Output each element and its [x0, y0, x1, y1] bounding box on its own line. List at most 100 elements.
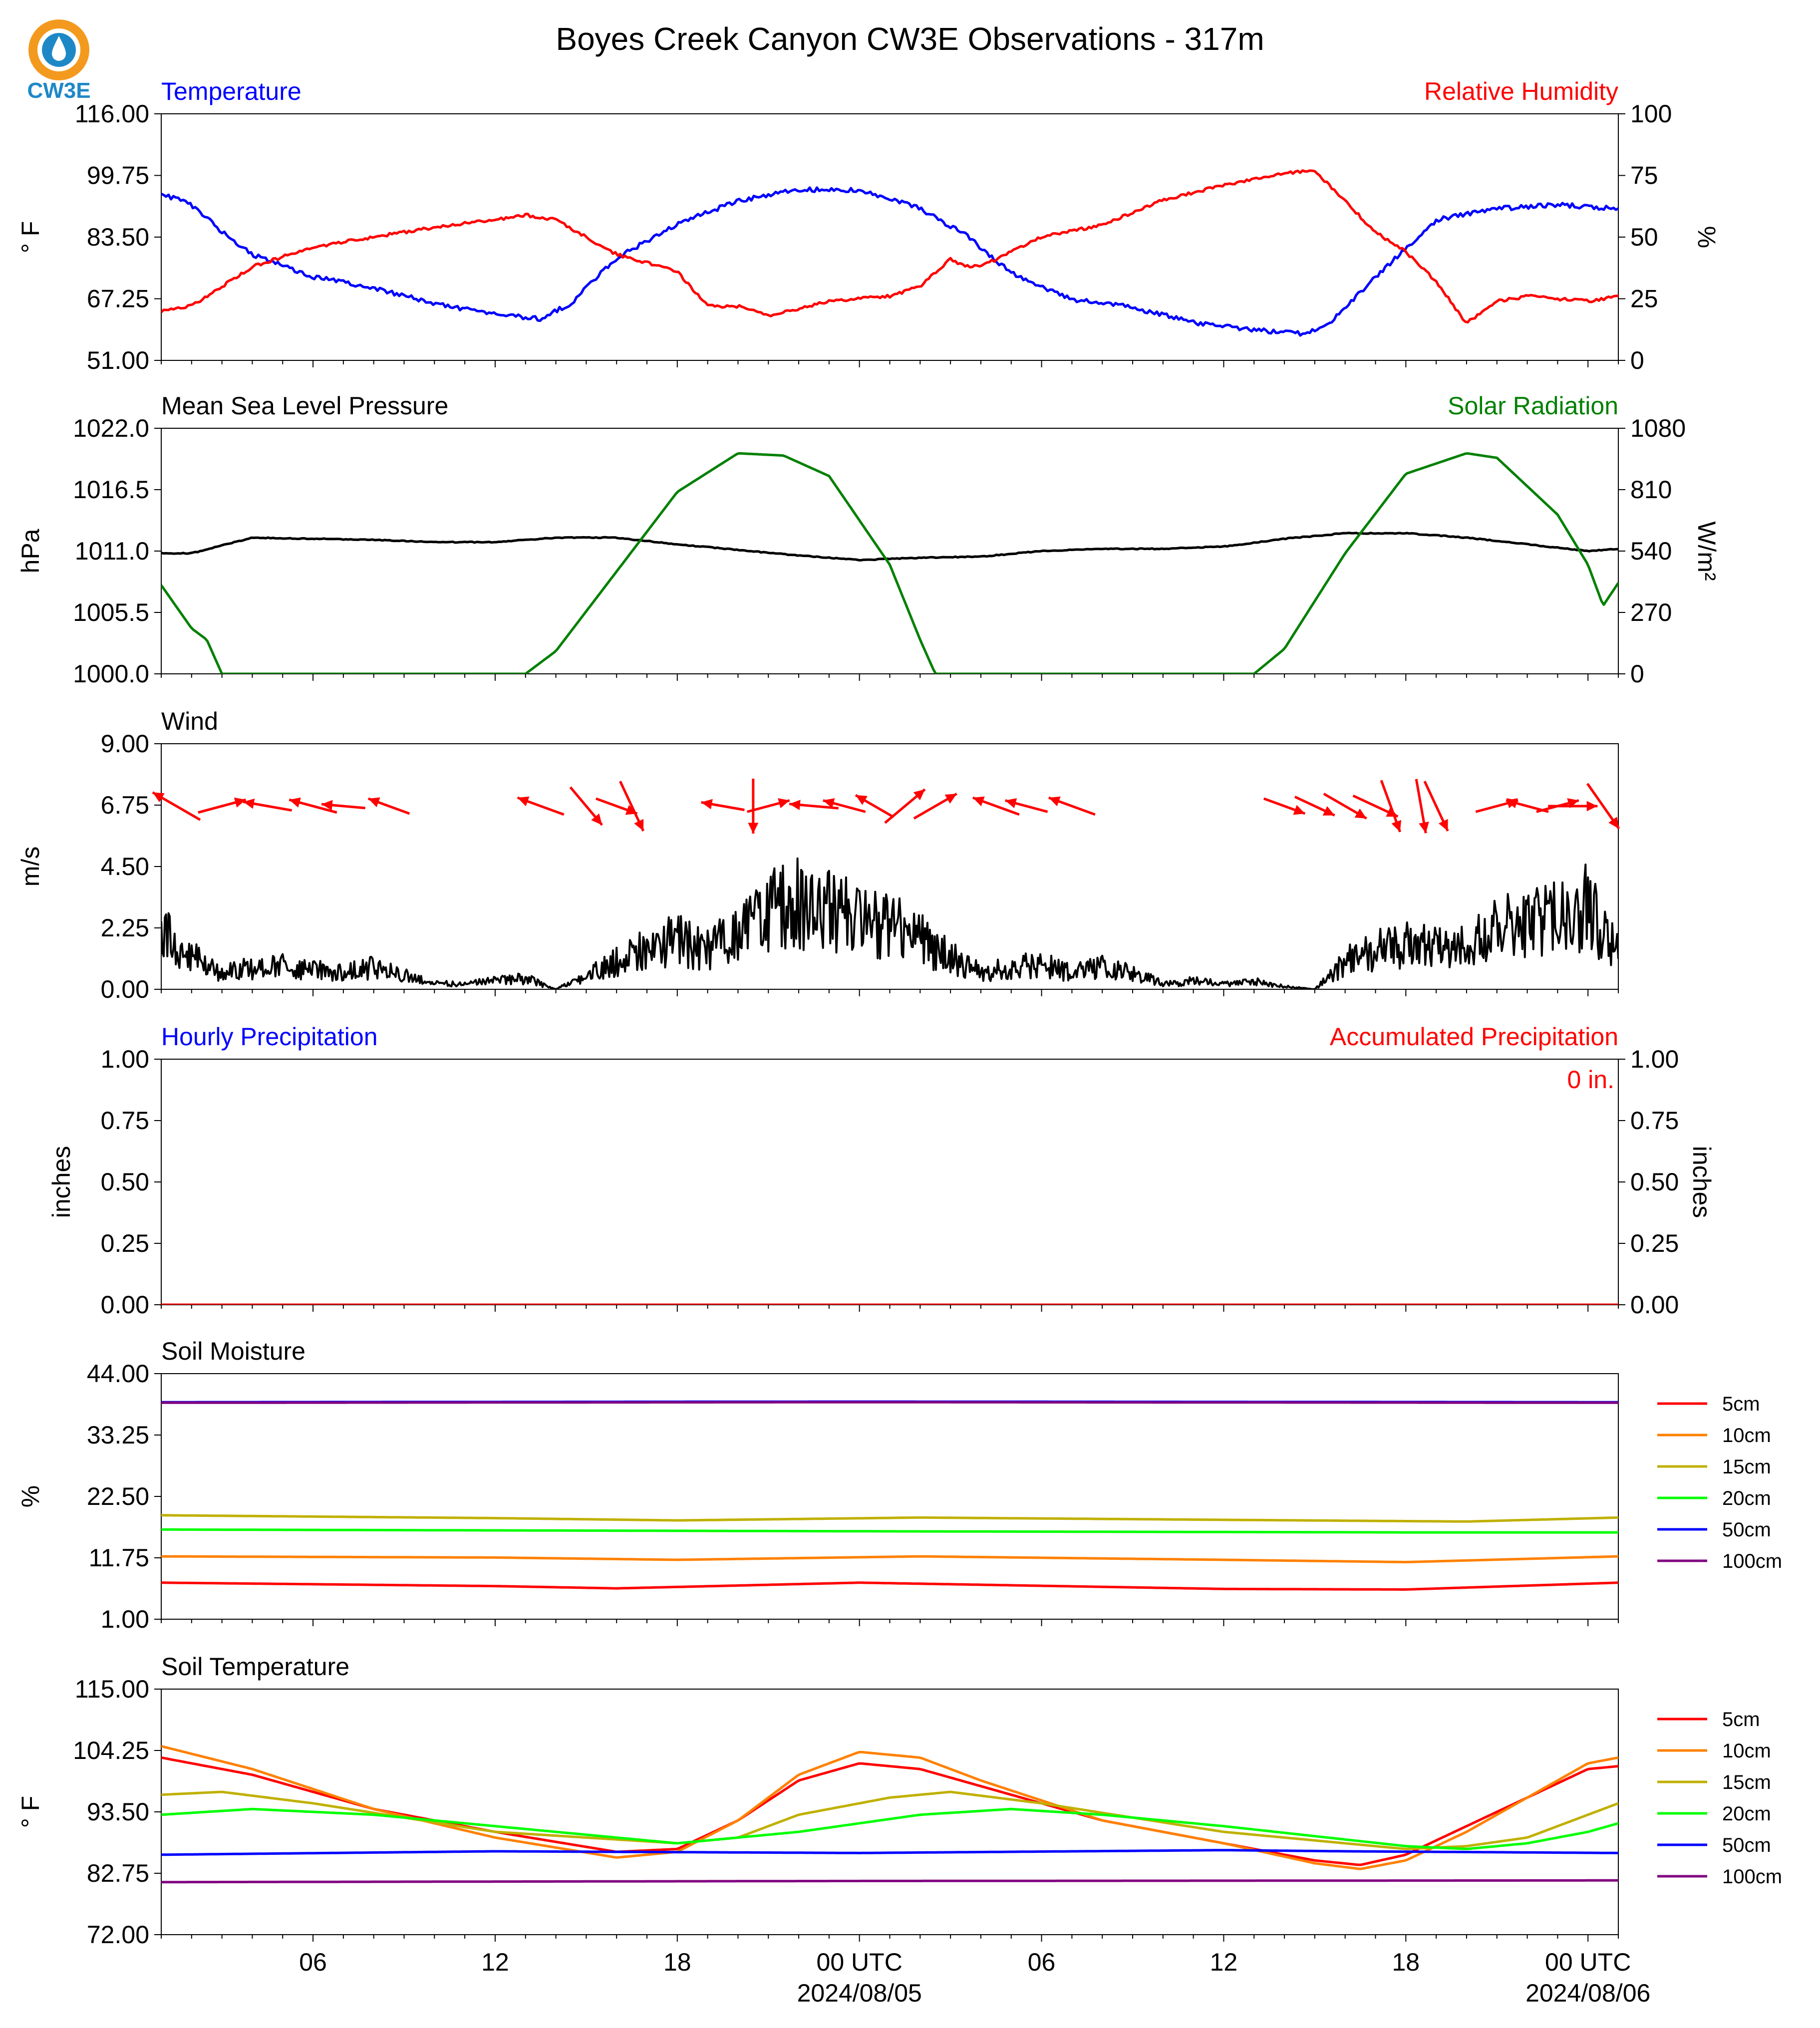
series-group	[161, 452, 1618, 674]
accumulated-total-label: 0 in.	[1567, 1066, 1614, 1094]
wind-arrow-head	[1586, 801, 1598, 812]
y-tick-label-right: 270	[1630, 598, 1672, 626]
wind-arrow-head	[289, 797, 301, 808]
y-axis-label-right: inches	[1688, 1146, 1716, 1218]
y-tick-label-left: 0.50	[101, 1168, 149, 1196]
y-tick-label-left: 1000.0	[73, 660, 149, 688]
y-tick-label-right: 0.00	[1630, 1291, 1679, 1319]
y-tick-label-right: 1.00	[1630, 1045, 1679, 1073]
series-line-15cm	[161, 1790, 1618, 1850]
y-tick-label-left: 72.00	[87, 1921, 149, 1949]
wind-arrow-head	[1293, 805, 1305, 815]
legend-label: 20cm	[1722, 1487, 1771, 1509]
wind-arrow-head	[1048, 796, 1061, 807]
wind-arrow-head	[972, 796, 985, 807]
y-tick-label-right: 0	[1630, 660, 1644, 688]
x-tick-label: 18	[1392, 1948, 1420, 1976]
series-line-20cm	[161, 1807, 1618, 1850]
wind-arrow-head	[321, 800, 333, 811]
series-line-100cm	[161, 1879, 1618, 1884]
panel-title-right: Accumulated Precipitation	[1330, 1023, 1618, 1051]
x-tick-label: 12	[1210, 1948, 1238, 1976]
wind-arrow-head	[1419, 822, 1429, 834]
wind-arrows	[152, 779, 1620, 834]
figure-title: Boyes Creek Canyon CW3E Observations - 3…	[556, 21, 1264, 57]
y-tick-label-right: 0	[1630, 346, 1644, 374]
wind-arrow-head	[1354, 808, 1367, 819]
logo-ring-icon	[28, 19, 89, 80]
y-tick-label-left: 1016.5	[73, 476, 149, 504]
y-tick-label-right: 0.25	[1630, 1229, 1679, 1257]
series-line-mean-sea-level-pressure	[161, 532, 1618, 562]
wind-arrow-head	[1438, 819, 1448, 831]
series-line-relative-humidity	[161, 169, 1618, 324]
y-axis-label-right: %	[1693, 226, 1721, 248]
wind-arrow-head	[634, 819, 644, 831]
legend-label: 50cm	[1722, 1834, 1771, 1856]
series-line-15cm	[161, 1514, 1618, 1523]
series-line-temperature	[161, 186, 1618, 337]
y-axis-label-left: inches	[47, 1146, 75, 1218]
y-tick-label-left: 1.00	[101, 1045, 149, 1073]
legend-label: 15cm	[1722, 1771, 1771, 1793]
wind-arrow-head	[701, 799, 713, 810]
x-tick-label: 12	[481, 1948, 509, 1976]
wind-arrow-head	[517, 796, 530, 807]
wind-arrow-head	[1608, 817, 1619, 829]
panel-temperature-humidity: Temperature Relative Humidity 51.00 67.25 83…	[16, 77, 1721, 374]
series-line-20cm	[161, 1528, 1618, 1534]
legend-label: 100cm	[1722, 1550, 1782, 1572]
y-tick-label-left: 99.75	[87, 162, 149, 190]
plot-frame	[161, 1059, 1619, 1305]
y-tick-label-left: 33.25	[87, 1421, 149, 1449]
series-group	[161, 1744, 1618, 1884]
series-group	[161, 857, 1618, 989]
panel-title-left: Hourly Precipitation	[161, 1023, 378, 1051]
wind-arrow-head	[1391, 820, 1402, 832]
y-tick-label-left: 11.75	[89, 1544, 149, 1572]
y-tick-label-left: 51.00	[87, 346, 149, 374]
wind-arrow-head	[243, 798, 255, 809]
y-tick-label-right: 75	[1630, 162, 1658, 190]
y-tick-label-left: 93.50	[87, 1798, 149, 1826]
y-tick-label-left: 104.25	[73, 1737, 149, 1764]
wind-arrow-head	[856, 795, 868, 805]
plot-frame	[161, 1689, 1619, 1935]
legend-label: 5cm	[1722, 1709, 1760, 1731]
y-tick-label-left: 1005.5	[73, 598, 149, 626]
x-tick-label: 00 UTC	[817, 1948, 903, 1976]
y-tick-label-left: 1022.0	[73, 414, 149, 442]
legend-label: 5cm	[1722, 1393, 1760, 1415]
panel-title-left: Mean Sea Level Pressure	[161, 392, 448, 420]
wind-arrow-head	[778, 798, 790, 809]
y-tick-label-right: 540	[1630, 537, 1672, 565]
series-line-50cm	[161, 1849, 1618, 1856]
wind-arrow-head	[368, 797, 380, 808]
panel-wind: Wind 0.00 2.25 4.50 6.75 9.00 m/s	[16, 707, 1620, 1003]
panel-title-left: Wind	[161, 707, 218, 735]
panel-title-right: Relative Humidity	[1424, 77, 1618, 105]
series-group	[161, 1400, 1618, 1591]
y-tick-label-left: 83.50	[87, 223, 149, 251]
x-tick-label: 06	[1028, 1948, 1056, 1976]
y-tick-label-right: 25	[1630, 285, 1658, 313]
y-axis-label-left: ° F	[16, 1796, 44, 1828]
wind-arrow-head	[1506, 798, 1518, 809]
y-tick-label-left: 0.00	[101, 1291, 149, 1319]
legend-label: 50cm	[1722, 1519, 1771, 1541]
x-date-label: 2024/08/06	[1525, 1979, 1650, 2007]
series-line-100cm	[161, 1401, 1618, 1404]
series-line-5cm	[161, 1581, 1618, 1591]
y-tick-label-right: 810	[1630, 476, 1672, 504]
y-tick-label-left: 1011.0	[75, 537, 149, 565]
x-tick-label: 18	[663, 1948, 691, 1976]
y-tick-label-right: 100	[1630, 100, 1672, 128]
y-axis-label-left: %	[16, 1485, 44, 1507]
panel-precipitation: Hourly Precipitation Accumulated Precipit…	[47, 1023, 1716, 1319]
wind-arrow-head	[944, 794, 957, 804]
wind-arrow-head	[234, 797, 246, 808]
y-tick-label-left: 0.25	[101, 1229, 149, 1257]
y-tick-label-left: 1.00	[101, 1605, 149, 1633]
series-line-wind-speed	[161, 857, 1618, 989]
